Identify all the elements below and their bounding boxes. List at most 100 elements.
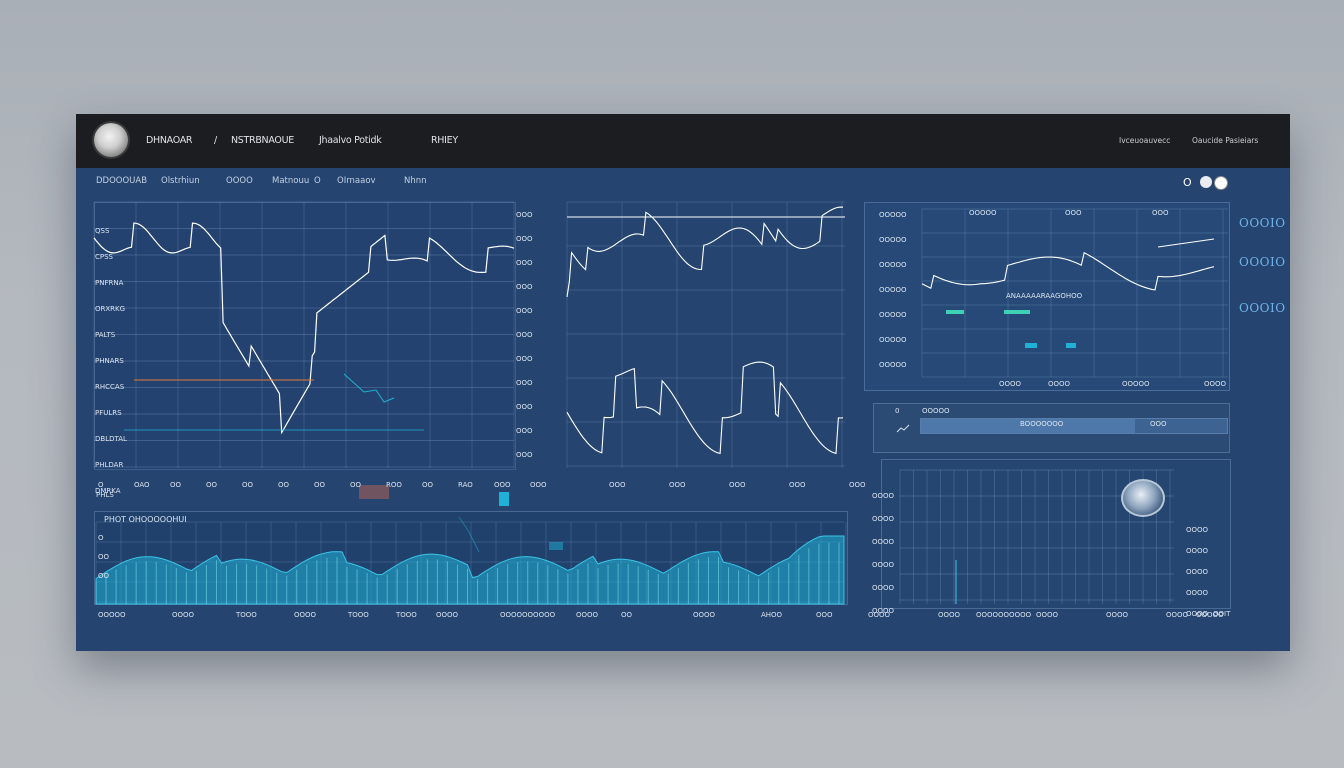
breadcrumb-separator: / xyxy=(214,135,217,146)
secondary-line-chart xyxy=(566,201,845,468)
x-axis-label: OO xyxy=(422,481,434,489)
x-axis-label: OOOOO xyxy=(1122,380,1150,388)
avatar[interactable] xyxy=(94,123,128,157)
highlight-marker xyxy=(499,492,509,506)
info-bar: 0 OOOOO BOOOOOOO OOO xyxy=(873,403,1230,453)
x-axis-label: OOOOOOOOOO xyxy=(976,611,1032,619)
x-axis-label: OOOO xyxy=(576,611,599,619)
y-axis-label: OOO xyxy=(516,259,533,267)
volume-area xyxy=(95,535,845,605)
x-axis-label: OOOO xyxy=(1106,611,1129,619)
x-axis-label: OOO xyxy=(609,481,626,489)
accent-series-line xyxy=(343,373,395,403)
subnav-item[interactable]: DDOOOUAB xyxy=(96,176,148,186)
x-axis-label: OO xyxy=(621,611,633,619)
chart-label: OOO xyxy=(1152,209,1169,217)
gauge-dial[interactable] xyxy=(1121,479,1165,517)
subnav-item[interactable]: O xyxy=(314,176,321,186)
y-axis-label: QSS xyxy=(95,227,110,235)
subnav-item[interactable]: Olstrhiun xyxy=(161,176,200,186)
x-axis-label: OOO xyxy=(816,611,833,619)
chart-icon xyxy=(896,424,910,433)
y-axis-label: OOO xyxy=(516,307,533,315)
y-axis-label: OOOO xyxy=(1186,610,1209,618)
bar-marker xyxy=(1025,343,1037,348)
y-axis-label: OO xyxy=(98,553,110,561)
topbar-link[interactable]: Ivceuoauvecc xyxy=(1119,136,1171,145)
secondary-series-line xyxy=(566,206,844,298)
y-axis-label: OOOOO xyxy=(879,211,907,219)
subnav-item[interactable]: OIrnaaov xyxy=(337,176,376,186)
y-axis-label: OOOO xyxy=(1186,568,1209,576)
settings-icon[interactable] xyxy=(1214,176,1228,190)
y-axis-label: OOOOO xyxy=(879,286,907,294)
y-axis-label: O xyxy=(98,534,104,542)
breadcrumb-item[interactable]: Jhaalvo Potidk xyxy=(319,135,382,146)
bar-marker xyxy=(946,310,964,314)
y-axis-label: DBLDTAL xyxy=(95,435,127,443)
x-axis-label: RAO xyxy=(458,481,473,489)
x-axis-label: TOOO xyxy=(348,611,369,619)
y-axis-label: OOOOO xyxy=(879,236,907,244)
x-axis-label: OOOO xyxy=(1204,380,1227,388)
x-axis-label: OOOO xyxy=(693,611,716,619)
info-progress-track xyxy=(920,418,1228,434)
x-axis-label: OOO xyxy=(849,481,866,489)
x-axis-label: OOOO xyxy=(1048,380,1071,388)
highlight-marker xyxy=(359,485,389,499)
y-axis-label: OOOO xyxy=(1186,589,1209,597)
x-axis-label: OOO xyxy=(729,481,746,489)
x-axis-label: OOOO xyxy=(938,611,961,619)
price-series-line xyxy=(93,222,515,435)
x-axis-label: TOOO xyxy=(396,611,417,619)
subnav-item[interactable]: Matnouu xyxy=(272,176,310,186)
y-axis-label: OOO xyxy=(516,451,533,459)
breadcrumb-item[interactable]: NSTRBNAOUE xyxy=(231,135,294,146)
x-axis-label: AHOO xyxy=(761,611,783,619)
x-axis-label: OO xyxy=(278,481,290,489)
y-axis-label: OOO xyxy=(516,283,533,291)
x-axis-label: OOOOO xyxy=(1196,611,1224,619)
side-line-chart xyxy=(921,208,1228,378)
x-axis-label: OOOO xyxy=(172,611,195,619)
secondary-series-line xyxy=(566,361,844,455)
breadcrumb-item[interactable]: RHIEY xyxy=(431,135,458,146)
subnav-item[interactable]: OOOO xyxy=(226,176,253,186)
toggle-icon[interactable] xyxy=(1200,176,1212,188)
y-axis-label: CPSS xyxy=(95,253,113,261)
x-axis-label: OAO xyxy=(134,481,150,489)
y-axis-label: OOOO xyxy=(1186,547,1209,555)
side-chart-panel xyxy=(864,202,1230,391)
x-axis-label: OO xyxy=(206,481,218,489)
x-axis-label: OOOOOOOOOO xyxy=(500,611,556,619)
x-axis-label: OOO xyxy=(669,481,686,489)
window-control[interactable]: O xyxy=(1183,176,1192,189)
y-axis-label: OOO xyxy=(516,355,533,363)
kpi-value: OOOIO xyxy=(1239,255,1286,269)
x-axis-extra-label: PHLS xyxy=(96,491,114,499)
grid-chart-panel xyxy=(881,459,1231,609)
x-axis-label: O xyxy=(98,481,104,489)
side-series-line xyxy=(921,251,1215,291)
topbar-link[interactable]: Oaucide Pasieiars xyxy=(1192,136,1259,145)
bar-marker xyxy=(1004,310,1030,314)
x-axis-label: OOOO xyxy=(1036,611,1059,619)
chart-label: OOO xyxy=(1065,209,1082,217)
volume-area-chart xyxy=(95,521,847,605)
y-axis-label: PALTS xyxy=(95,331,116,339)
x-axis-label: ROO xyxy=(386,481,402,489)
y-axis-label: OOO xyxy=(516,427,533,435)
y-axis-label: RHCCAS xyxy=(95,383,125,391)
info-progress-fill xyxy=(921,419,1136,433)
x-axis-label: OO xyxy=(314,481,326,489)
brand-name: DHNAOAR xyxy=(146,135,193,146)
subnav-item[interactable]: Nhnn xyxy=(404,176,427,186)
x-axis-label: OO xyxy=(350,481,362,489)
main-chart-panel xyxy=(94,202,516,470)
info-icon: 0 xyxy=(895,407,900,415)
x-axis-label: OO xyxy=(242,481,254,489)
y-axis-label: OOOO xyxy=(872,492,895,500)
main-line-chart xyxy=(93,201,563,553)
x-axis-label: OOOO xyxy=(868,611,891,619)
kpi-value: OOOIO xyxy=(1239,216,1286,230)
